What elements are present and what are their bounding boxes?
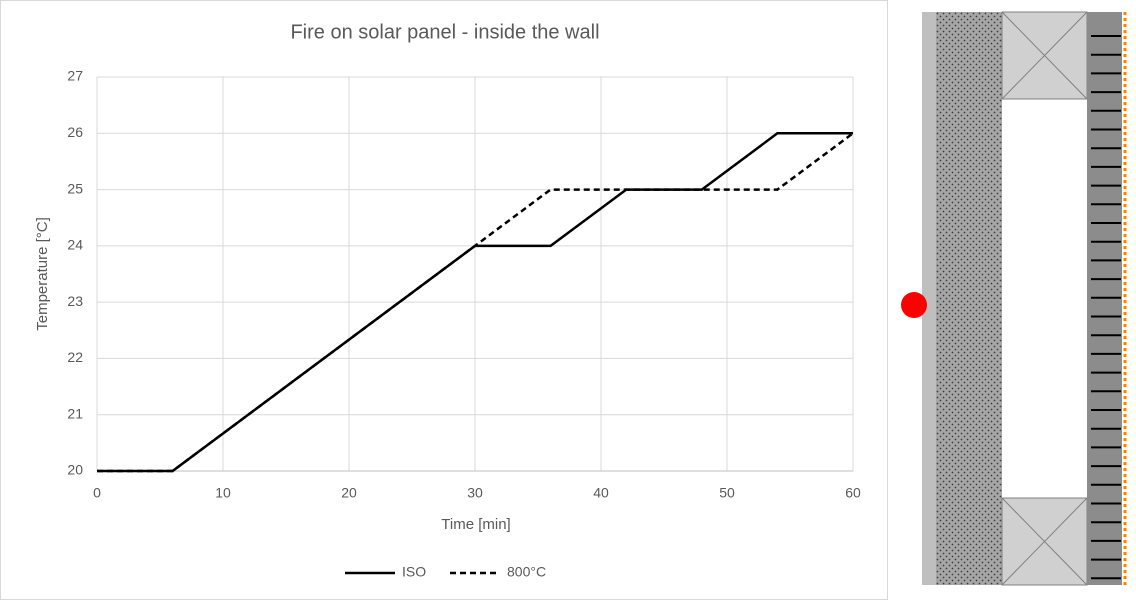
y-tick-label: 24 (67, 237, 83, 253)
x-axis-label: Time [min] (441, 516, 510, 533)
page: Fire on solar panel - inside the wall Ti… (0, 0, 1136, 601)
y-tick-label: 23 (67, 293, 83, 309)
x-tick-label: 60 (845, 485, 861, 501)
x-tick-label: 0 (93, 485, 101, 501)
y-tick-label: 25 (67, 180, 83, 196)
x-tick-label: 40 (593, 485, 609, 501)
x-tick-label: 30 (467, 485, 483, 501)
x-tick-label: 50 (719, 485, 735, 501)
y-tick-label: 26 (67, 124, 83, 140)
fire-source (901, 292, 927, 318)
y-tick-label: 20 (67, 462, 83, 478)
x-tick-label: 20 (341, 485, 357, 501)
wall-diagram (901, 12, 1125, 585)
x-tick-label: 10 (215, 485, 231, 501)
y-tick-label: 27 (67, 68, 83, 84)
wall-layer-insulation (936, 12, 1002, 585)
legend-label: ISO (402, 564, 426, 580)
chart-frame (1, 1, 888, 600)
legend-label: 800°C (507, 564, 546, 580)
y-tick-label: 21 (67, 405, 83, 421)
chart-title: Fire on solar panel - inside the wall (290, 21, 599, 43)
y-axis-label: Temperature [°C] (34, 217, 51, 331)
y-tick-label: 22 (67, 349, 83, 365)
